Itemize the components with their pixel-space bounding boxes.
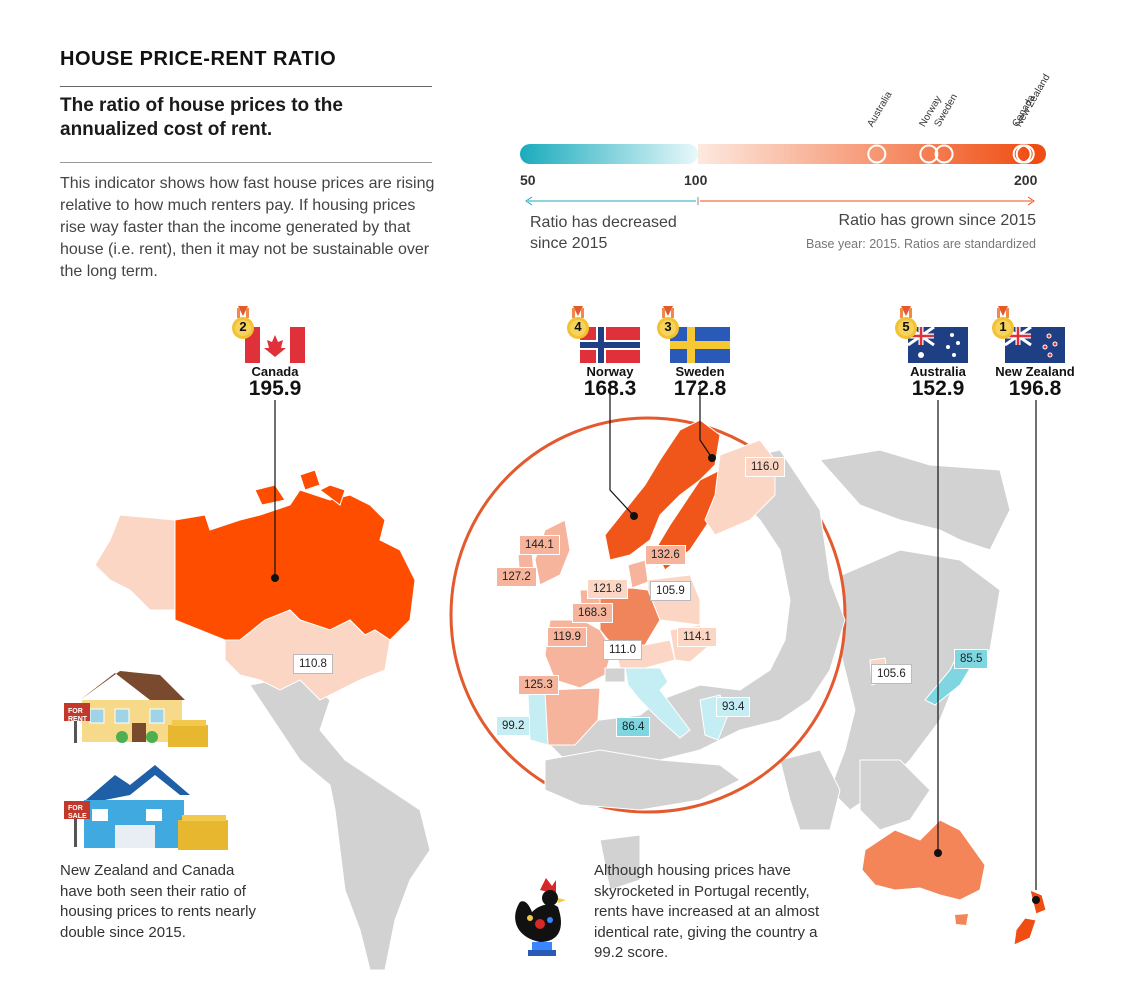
rank-number: 3 — [664, 319, 672, 334]
right-footnote: Although housing prices have skyrocketed… — [594, 862, 820, 961]
for-sale-house-illustration — [64, 765, 228, 850]
rank-number: 4 — [574, 319, 582, 334]
canada-flag-icon — [245, 327, 305, 368]
grown-note: Ratio has grown since 2015 — [838, 212, 1036, 229]
for-rent-house-illustration — [64, 671, 208, 747]
base-year-note: Base year: 2015. Ratios are standardized — [806, 237, 1036, 251]
medal-icon: 4 — [567, 306, 589, 342]
description: This indicator shows how fast house pric… — [60, 175, 435, 280]
australia-flag-icon — [907, 325, 968, 368]
country-value: 195.9 — [248, 377, 302, 400]
eastern-europe-grey — [544, 449, 846, 771]
top-five-sweden: 3 Sweden 172.8 — [645, 306, 755, 401]
italy-shape — [624, 667, 691, 739]
world-map — [94, 386, 1047, 971]
scale-marker-sweden — [934, 144, 954, 164]
country-value: 168.3 — [583, 377, 637, 400]
top-five-norway: 4 Norway 168.3 — [555, 306, 665, 401]
germany-shape — [599, 587, 661, 649]
japan-value: 85.5 — [954, 649, 989, 669]
alaska-shape — [94, 514, 176, 611]
country-name: Canada — [251, 364, 299, 379]
ratio-scale — [520, 144, 1046, 206]
country-value: 172.8 — [673, 377, 727, 400]
country-name: Sweden — [675, 364, 725, 379]
norway-shape — [604, 419, 721, 561]
rank-number: 2 — [239, 319, 247, 334]
australia-shape — [861, 819, 986, 901]
korea-value: 105.6 — [871, 664, 912, 684]
canadian-arctic-islands — [254, 469, 346, 506]
for-sale-sign: FOR SALE — [68, 805, 87, 820]
for-rent-sign: FOR RENT — [68, 708, 88, 723]
baltic-value: 105.9 — [650, 581, 691, 601]
scale-marker-new-zealand — [1015, 144, 1035, 164]
sweden-flag-icon — [670, 327, 730, 368]
new-zealand-flag-icon — [1004, 325, 1065, 368]
country-value: 152.9 — [911, 377, 965, 400]
scale-marker-australia — [867, 144, 887, 164]
scotland-value: 144.1 — [519, 535, 560, 555]
greece-value: 93.4 — [716, 697, 751, 717]
scale-marker-norway — [919, 144, 939, 164]
subtitle-divider — [60, 162, 432, 163]
left-footnote: New Zealand and Canada have both seen th… — [60, 862, 256, 941]
top-five-canada: 2 Canada 195.9 — [220, 306, 330, 401]
medal-icon: 1 — [992, 306, 1014, 342]
page-title: HOUSE PRICE-RENT RATIO — [60, 48, 337, 70]
house-illustrations — [64, 671, 228, 850]
spain-value: 125.3 — [518, 675, 559, 695]
portuguese-rooster-icon — [515, 878, 566, 956]
scale-low-bar — [520, 144, 698, 164]
tasmania-shape — [955, 914, 968, 925]
country-name: Norway — [586, 364, 634, 379]
decreased-note: Ratio has decreased since 2015 — [530, 214, 677, 252]
country-name: New Zealand — [995, 364, 1075, 379]
scale-mid-label: 100 — [684, 172, 708, 188]
title-divider — [60, 86, 432, 87]
scale-min-label: 50 — [520, 172, 536, 188]
medal-icon: 3 — [657, 306, 679, 342]
scale-high-bar — [698, 144, 1036, 164]
land-background — [249, 449, 1011, 971]
top-five-new-zealand: 1 New Zealand 196.8 — [980, 306, 1090, 401]
rank-number: 1 — [999, 319, 1007, 334]
medal-icon: 2 — [232, 306, 254, 342]
austria-value: 111.0 — [603, 640, 643, 660]
scale-max-label: 200 — [1014, 172, 1038, 188]
usa-value: 110.8 — [293, 654, 333, 674]
germany-value: 168.3 — [572, 603, 613, 623]
country-name: Australia — [910, 364, 966, 379]
medal-icon: 5 — [895, 306, 917, 342]
italy-value: 86.4 — [616, 717, 651, 737]
hungary-value: 114.1 — [677, 627, 717, 647]
top-five-australia: 5 Australia 152.9 — [883, 306, 993, 401]
portugal-value: 99.2 — [496, 716, 531, 736]
rank-number: 5 — [902, 319, 910, 334]
netherlands-value: 121.8 — [587, 579, 628, 599]
subtitle: The ratio of house prices to the annuali… — [60, 95, 343, 140]
country-value: 196.8 — [1008, 377, 1062, 400]
france-value: 119.9 — [547, 627, 587, 647]
denmark-value: 132.6 — [645, 545, 686, 565]
portugal-shape — [527, 691, 549, 746]
ireland-value: 127.2 — [496, 567, 537, 587]
norway-flag-icon — [580, 327, 640, 368]
new-zealand-shape — [1013, 889, 1047, 946]
finland-value: 116.0 — [745, 457, 785, 477]
